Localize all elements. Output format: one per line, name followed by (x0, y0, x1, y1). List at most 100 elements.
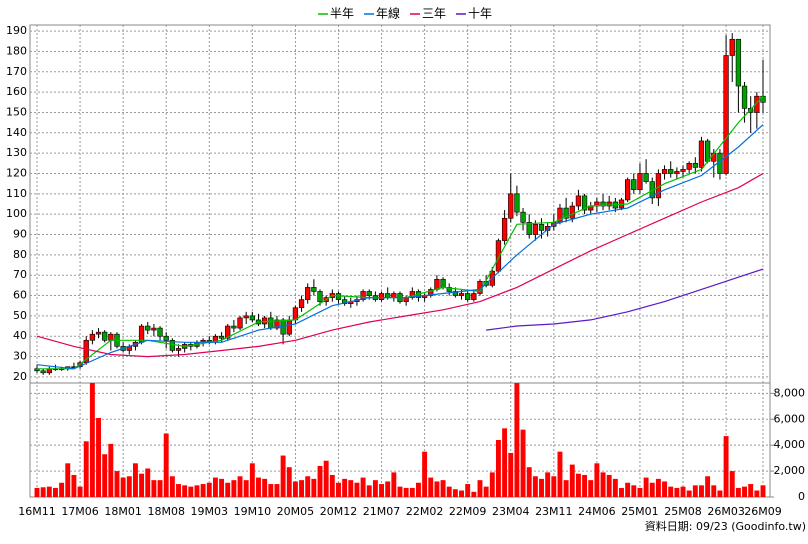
volume-bar (336, 482, 341, 497)
volume-bar (545, 472, 551, 497)
volume-bar (748, 484, 754, 497)
volume-bar (212, 477, 218, 497)
candle-body (465, 293, 471, 300)
y-tick-label: 60 (13, 289, 27, 302)
candle-body (231, 325, 237, 329)
candle-body (391, 293, 397, 298)
candle-body (243, 315, 249, 319)
volume-bar (446, 486, 452, 497)
volume-bar (723, 436, 729, 497)
volume-bar (649, 482, 655, 497)
volume-bar (539, 478, 544, 497)
source-note: 資料日期: 09/23 (Goodinfo.tw) (645, 519, 806, 533)
volume-bar (495, 440, 501, 497)
volume-bar (508, 452, 514, 497)
volume-bar (532, 476, 538, 497)
volume-bar (299, 480, 305, 497)
candle-body (305, 287, 311, 300)
candle-body (674, 171, 680, 174)
x-tick-label: 26M03 (707, 505, 745, 518)
volume-bar (268, 484, 274, 497)
volume-bar (280, 455, 286, 497)
volume-bar (514, 383, 520, 497)
y2-tick-label: 8,000 (774, 386, 806, 399)
volume-bar (391, 472, 397, 497)
candle-body (520, 211, 526, 223)
candle-body (514, 193, 520, 213)
candle-body (606, 201, 612, 207)
candle-body (157, 327, 163, 337)
volume-bar (40, 487, 46, 497)
volume-bar (729, 471, 735, 497)
candle-body (735, 38, 742, 87)
x-tick-label: 25M08 (664, 505, 702, 518)
volume-bar (262, 478, 268, 497)
candle-body (754, 95, 760, 113)
candle-body (83, 339, 89, 363)
x-tick-label: 24M06 (578, 505, 616, 518)
volume-bar (77, 486, 83, 497)
candle-body (298, 299, 305, 309)
candle-body (625, 179, 631, 201)
volume-bar (594, 463, 600, 497)
candle-body (600, 201, 606, 207)
candle-body (538, 224, 545, 231)
volume-bar (735, 487, 741, 497)
volume-bar (637, 487, 643, 497)
legend-label: 年線 (376, 6, 400, 21)
volume-bar (249, 463, 255, 497)
candle-body (458, 293, 465, 296)
volume-bar (668, 486, 674, 497)
volume-bar (366, 485, 372, 497)
volume-bar (188, 486, 194, 497)
candle-body (532, 224, 538, 235)
volume-bar (477, 480, 483, 497)
candle-body (268, 317, 274, 329)
volume-bar (397, 486, 403, 497)
candle-body (741, 85, 748, 109)
x-tick-label: 22M02 (406, 505, 444, 518)
volume-bar (225, 482, 231, 497)
volume-bar (194, 485, 200, 497)
y-tick-label: 180 (6, 44, 27, 57)
volume-bar (348, 480, 354, 497)
volume-bar (428, 477, 434, 497)
volume-bar (206, 482, 212, 497)
volume-bar (385, 481, 391, 497)
candle-body (385, 293, 391, 298)
volume-bar (286, 467, 292, 497)
volume-bar (699, 485, 704, 497)
candle-body (311, 287, 317, 292)
volume-bar (563, 480, 569, 497)
x-tick-label: 18M08 (147, 505, 185, 518)
volume-bar (606, 474, 612, 497)
y2-tick-label: 6,000 (774, 412, 806, 425)
volume-bar (680, 486, 686, 497)
candle-body (704, 140, 711, 162)
volume-bar (662, 481, 668, 497)
volume-bar (600, 472, 606, 497)
candle-body (163, 335, 169, 341)
candle-body (717, 152, 723, 174)
candle-body (526, 222, 532, 235)
volume-bar (59, 482, 65, 497)
volume-bar (102, 454, 108, 497)
volume-bar (520, 429, 526, 497)
volume-bar (674, 487, 680, 497)
candle-body (218, 335, 225, 339)
volume-bar (256, 477, 261, 497)
x-tick-label: 25M01 (621, 505, 659, 518)
volume-bar (354, 482, 360, 497)
volume-bar (760, 485, 766, 497)
legend-label: 三年 (422, 7, 446, 21)
candle-body (95, 331, 102, 335)
volume-bar (717, 490, 723, 497)
y-tick-label: 130 (6, 146, 27, 159)
y-tick-label: 50 (13, 309, 27, 322)
candle-body (237, 317, 243, 329)
volume-bar (631, 485, 637, 497)
volume-bar (625, 482, 631, 497)
candle-body (501, 217, 508, 241)
candle-body (274, 319, 280, 329)
